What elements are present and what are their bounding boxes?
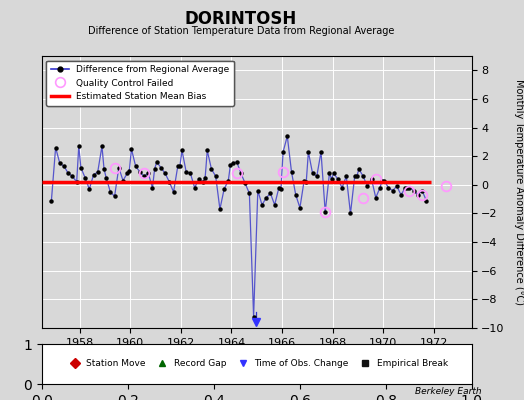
Y-axis label: Monthly Temperature Anomaly Difference (°C): Monthly Temperature Anomaly Difference (… bbox=[514, 79, 524, 305]
Text: Difference of Station Temperature Data from Regional Average: Difference of Station Temperature Data f… bbox=[88, 26, 394, 36]
Text: Berkeley Earth: Berkeley Earth bbox=[416, 387, 482, 396]
Text: DORINTOSH: DORINTOSH bbox=[185, 10, 297, 28]
Legend: Station Move, Record Gap, Time of Obs. Change, Empirical Break: Station Move, Record Gap, Time of Obs. C… bbox=[63, 357, 451, 371]
Legend: Difference from Regional Average, Quality Control Failed, Estimated Station Mean: Difference from Regional Average, Qualit… bbox=[47, 60, 234, 106]
